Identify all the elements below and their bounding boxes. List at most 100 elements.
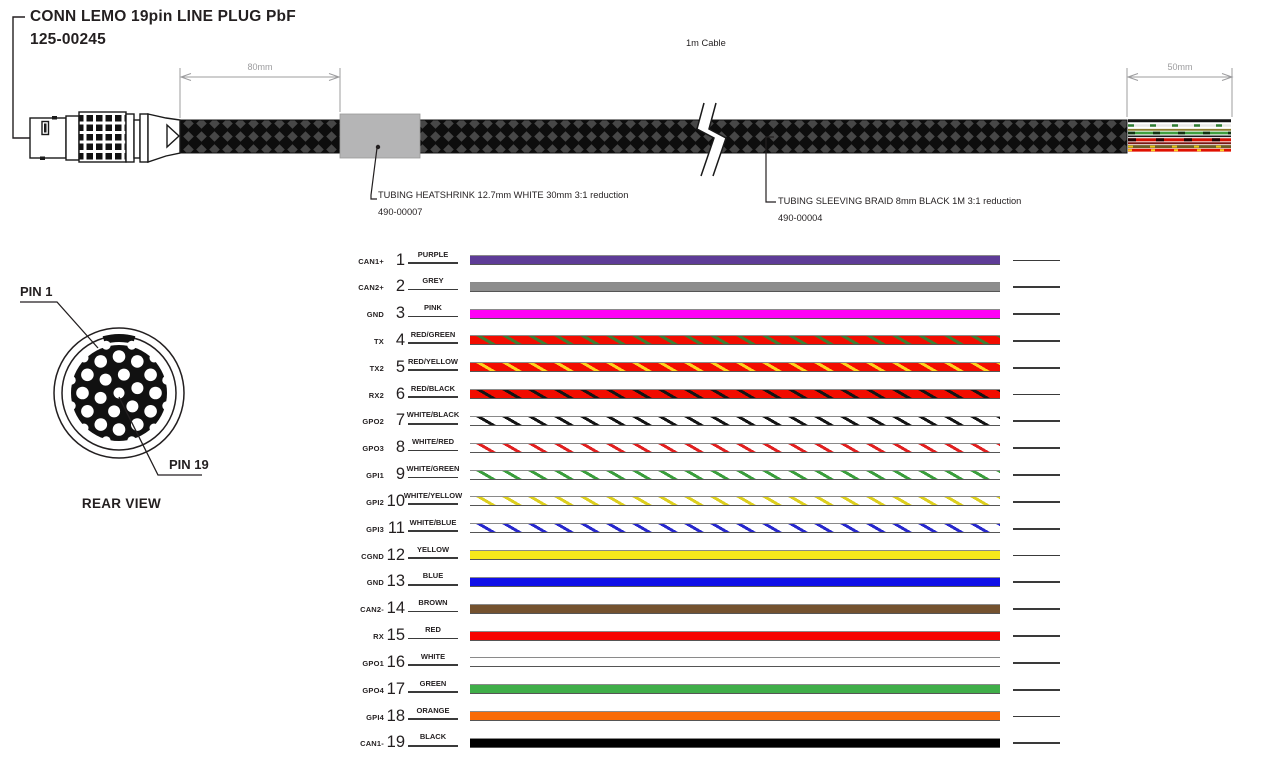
wire-signal-label: GPI3: [366, 524, 384, 534]
wire-color-name: WHITE/BLACK: [406, 410, 460, 420]
wire-color-underline: [408, 583, 458, 586]
pin19-callout: PIN 19: [169, 457, 209, 472]
wire-pin-number: 15: [386, 626, 405, 645]
heatshrink-part-number: 490-00007: [378, 207, 423, 217]
wire-stripped-end: [1013, 742, 1060, 745]
wire-color-bar: [470, 362, 1000, 373]
wire-stripped-end: [1013, 313, 1060, 315]
wire-color-underline: [408, 342, 458, 345]
wire-color-underline: [408, 744, 458, 747]
wire-color-name: BROWN: [418, 598, 448, 608]
wire-stripped-end: [1013, 500, 1060, 503]
wire-signal-label: GPO3: [362, 444, 384, 454]
wire-color-name: GREEN: [419, 678, 447, 688]
wire-stripped-end: [1013, 715, 1060, 718]
wire-pin-number: 2: [395, 277, 405, 296]
wire-color-bar: [470, 389, 1000, 400]
wire-color-bar: [470, 711, 1000, 722]
wire-signal-label: CGND: [361, 551, 384, 561]
wire-color-name: ORANGE: [416, 705, 450, 715]
wire-stripped-end: [1013, 527, 1060, 530]
wire-color-bar: [470, 550, 1000, 561]
wire-color-underline: [408, 396, 458, 398]
wire-row: GPI4 18 ORANGE: [0, 703, 1265, 731]
wire-signal-label: CAN2+: [358, 283, 384, 293]
wire-color-underline: [408, 503, 458, 506]
key-notch: [102, 334, 136, 344]
wire-pin-number: 18: [386, 706, 405, 725]
wire-color-name: WHITE: [420, 651, 446, 661]
braid-part-number: 490-00004: [778, 213, 823, 223]
wire-color-bar: [470, 630, 1000, 641]
wire-row: GPI2 10 WHITE/YELLOW: [0, 488, 1265, 516]
wire-stripped-end: [1013, 259, 1060, 262]
braid-leader-line: [765, 136, 776, 203]
wire-pin-number: 6: [395, 384, 405, 403]
rear-view-caption: REAR VIEW: [81, 496, 162, 511]
pin1-leader-line: [20, 301, 99, 349]
wire-stripped-end: [1013, 393, 1060, 396]
wire-row: GPO1 16 WHITE: [0, 649, 1265, 677]
wire-color-bar: [470, 523, 1000, 534]
wire-stripped-end: [1013, 447, 1060, 450]
wire-pin-number: 1: [395, 250, 405, 269]
wire-signal-label: CAN2-: [360, 605, 384, 615]
wire-color-bar: [470, 415, 1000, 426]
wire-signal-label: CAN1+: [358, 256, 384, 266]
wire-stripped-end: [1013, 474, 1060, 476]
wire-signal-label: GPI4: [366, 712, 384, 722]
wire-color-bar: [470, 281, 1000, 292]
wire-color-bar: [470, 308, 1000, 319]
wire-color-underline: [408, 476, 458, 479]
cable-length-label: 1m Cable: [686, 38, 726, 48]
wire-signal-label: RX: [373, 632, 384, 642]
wire-signal-label: GPO2: [362, 417, 384, 427]
wire-pin-number: 7: [395, 411, 405, 430]
wire-row: CGND 12 YELLOW: [0, 542, 1265, 570]
wire-color-underline: [408, 530, 458, 532]
wire-stripped-end: [1013, 339, 1060, 342]
wire-pin-number: 13: [386, 572, 405, 591]
wire-stripped-end: [1013, 554, 1060, 557]
wire-pin-number: 19: [386, 733, 405, 752]
wire-row: GND 3 PINK: [0, 300, 1265, 328]
wire-signal-label: CAN1-: [360, 739, 384, 749]
wire-color-name: BLUE: [422, 571, 444, 581]
wire-pin-number: 16: [386, 652, 405, 671]
wire-stripped-end: [1013, 366, 1060, 369]
wire-color-bar: [470, 335, 1000, 346]
wire-pin-number: 11: [387, 518, 405, 537]
braid-label: TUBING SLEEVING BRAID 8mm BLACK 1M 3:1 r…: [778, 196, 1022, 206]
wire-pin-number: 12: [386, 545, 405, 564]
wire-color-underline: [408, 637, 458, 640]
wire-color-underline: [408, 449, 458, 452]
wire-color-underline: [408, 369, 458, 371]
wire-row: GPO3 8 WHITE/RED: [0, 434, 1265, 462]
wire-stripped-end: [1013, 688, 1060, 691]
wire-row: GPO4 17 GREEN: [0, 676, 1265, 704]
pin1-callout: PIN 1: [20, 284, 53, 299]
wire-color-name: WHITE/YELLOW: [403, 490, 463, 500]
wire-row: GPO2 7 WHITE/BLACK: [0, 407, 1265, 435]
wire-signal-label: GND: [366, 578, 384, 588]
wire-color-underline: [408, 691, 458, 693]
wire-color-underline: [408, 557, 458, 559]
wire-color-name: BLACK: [419, 732, 447, 742]
wire-stripped-end: [1013, 635, 1060, 637]
cable-drawing: [12, 16, 1234, 203]
cable-braid: [179, 119, 1128, 154]
connector-title: CONN LEMO 19pin LINE PLUG PbF: [30, 8, 296, 25]
dimension-80mm-label: 80mm: [247, 62, 273, 72]
wire-signal-label: TX2: [369, 363, 384, 373]
wire-color-name: PURPLE: [417, 249, 449, 259]
wire-row: CAN1+ 1 PURPLE: [0, 247, 1265, 275]
wire-color-name: RED/YELLOW: [408, 356, 458, 366]
heatshrink-sleeve: [339, 113, 421, 159]
wire-row: GPI3 11 WHITE/BLUE: [0, 515, 1265, 543]
wire-row: RX 15 RED: [0, 622, 1265, 650]
wire-signal-label: RX2: [368, 390, 384, 400]
wire-pin-number: 17: [386, 679, 405, 698]
wire-color-name: WHITE/GREEN: [406, 464, 460, 474]
dimension-50mm-label: 50mm: [1167, 62, 1193, 72]
